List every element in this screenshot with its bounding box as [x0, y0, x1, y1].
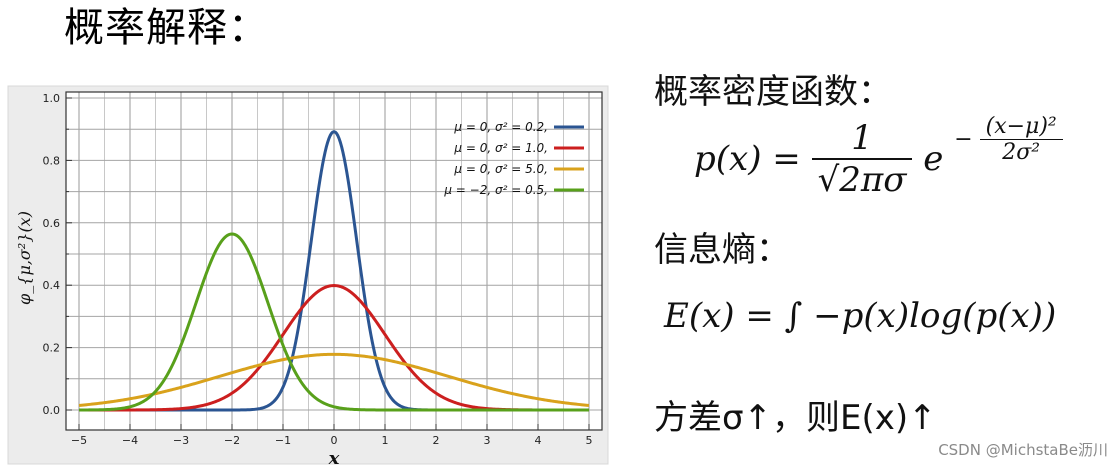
- y-tick-label: 0.6: [43, 217, 61, 230]
- density-exponent: − (x−μ)² 2σ²: [954, 114, 1063, 165]
- x-tick-label: 2: [433, 434, 440, 447]
- density-lhs: p(x) =: [694, 139, 801, 179]
- density-exponent-fraction: (x−μ)² 2σ²: [979, 114, 1063, 165]
- density-exponent-numerator: (x−μ)²: [979, 114, 1063, 140]
- y-tick-label: 1.0: [43, 92, 61, 105]
- watermark: CSDN @MichstaBe沥川: [938, 441, 1108, 459]
- density-exponent-denominator: 2σ²: [1002, 140, 1041, 165]
- density-fraction: 1 √2πσ: [811, 118, 913, 200]
- density-label: 概率密度函数：: [654, 72, 892, 112]
- density-denominator: √2πσ: [817, 160, 907, 200]
- x-tick-label: 1: [382, 434, 389, 447]
- y-tick-label: 0.0: [43, 404, 61, 417]
- x-tick-label: 0: [331, 434, 338, 447]
- legend-entry-label: μ = 0, σ² = 1.0,: [453, 141, 548, 155]
- x-tick-label: 3: [484, 434, 491, 447]
- series-line: [78, 232, 590, 412]
- legend-entry-label: μ = 0, σ² = 5.0,: [453, 162, 548, 176]
- entropy-formula: E(x) = ∫ −p(x)log(p(x)): [664, 296, 1057, 336]
- density-e: e: [923, 139, 944, 179]
- x-tick-label: −1: [275, 434, 291, 447]
- y-tick-label: 0.4: [43, 279, 61, 292]
- x-tick-label: 4: [535, 434, 542, 447]
- density-numerator: 1: [811, 118, 913, 160]
- y-tick-label: 0.2: [43, 342, 61, 355]
- x-tick-label: −4: [122, 434, 138, 447]
- series-line: [78, 352, 590, 407]
- x-tick-label: 5: [586, 434, 593, 447]
- density-formula: p(x) = 1 √2πσ e − (x−μ)² 2σ²: [694, 114, 1063, 212]
- legend-entry-label: μ = −2, σ² = 0.5,: [443, 183, 548, 197]
- y-tick-label: 0.8: [43, 154, 61, 167]
- normal-distribution-chart: −5 −4 −3 −2 −1 0 1 2 3 4 5 0.0 0.2 0.4 0.6 0.8 1.0 x φ_{μ,…: [7, 85, 609, 468]
- y-axis-title: φ_{μ,σ²}(x): [15, 211, 34, 305]
- density-exponent-sign: −: [954, 127, 973, 152]
- x-axis-title: x: [328, 448, 340, 468]
- x-tick-label: −3: [173, 434, 189, 447]
- legend-entry-label: μ = 0, σ² = 0.2,: [453, 120, 548, 134]
- page-title: 概率解释：: [64, 5, 269, 51]
- x-tick-label: −5: [71, 434, 87, 447]
- x-tick-label: −2: [224, 434, 240, 447]
- variance-text: 方差σ↑，则E(x)↑: [654, 398, 937, 438]
- entropy-label: 信息熵：: [654, 230, 790, 270]
